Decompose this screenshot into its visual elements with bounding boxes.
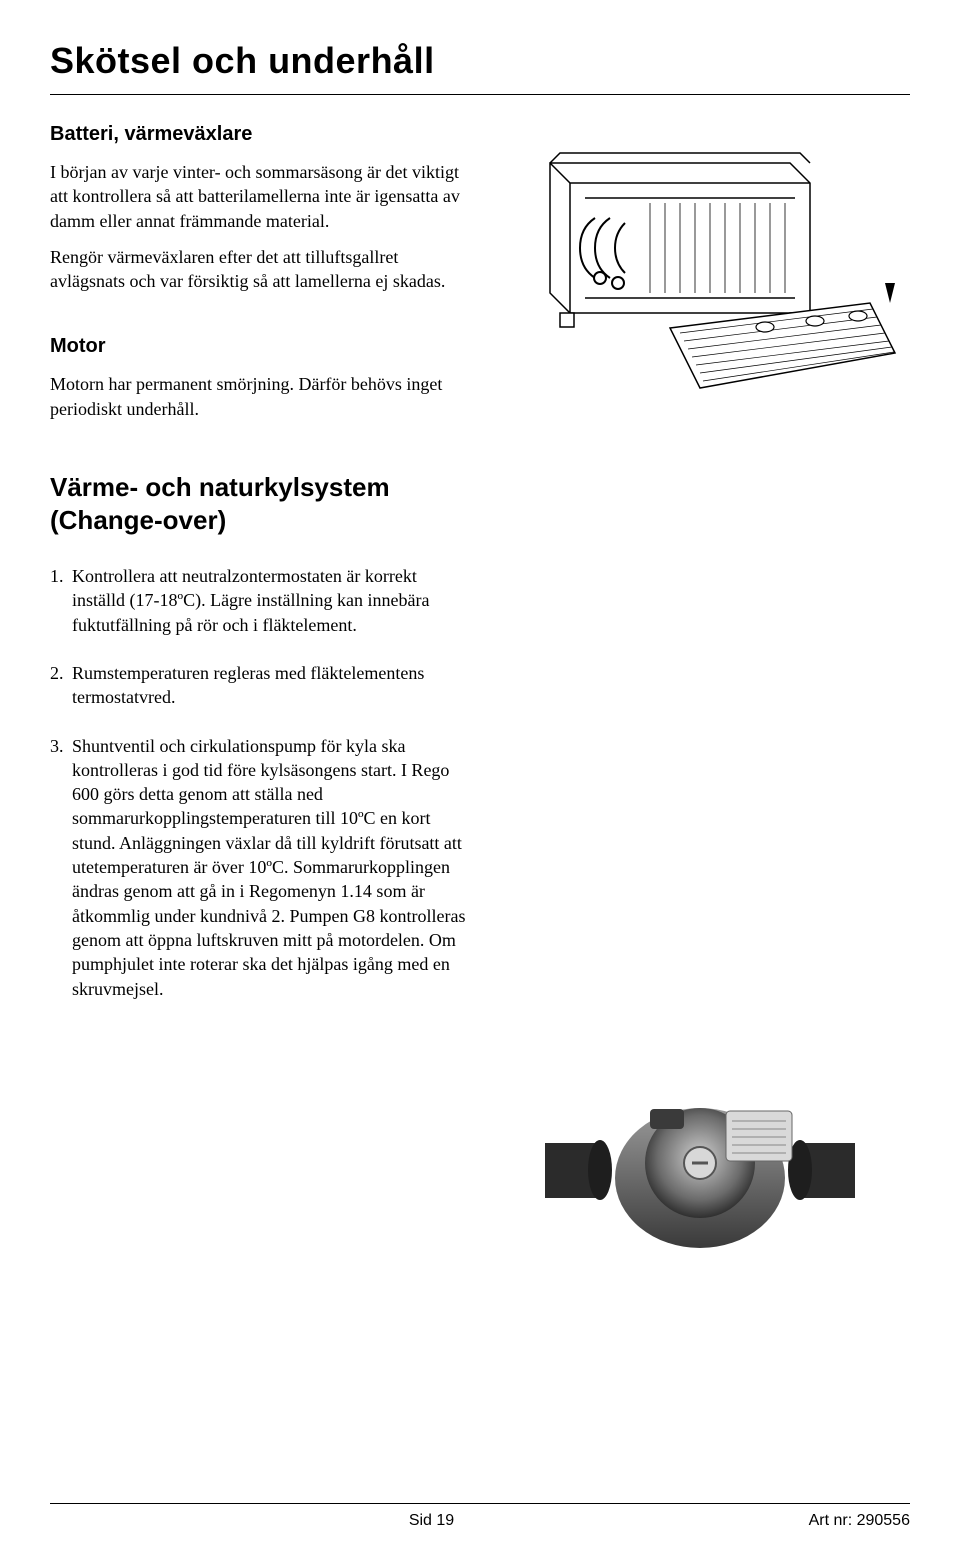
- list-item: Kontrollera att neutralzontermostaten är…: [50, 564, 470, 637]
- para-batteri-2: Rengör värmeväxlaren efter det att tillu…: [50, 245, 470, 294]
- para-batteri-1: I början av varje vinter- och sommarsäso…: [50, 160, 470, 233]
- numbered-list: Kontrollera att neutralzontermostaten är…: [50, 564, 470, 1001]
- list-item: Rumstemperaturen regleras med fläkteleme…: [50, 661, 470, 710]
- content-columns: Batteri, värmeväxlare I början av varje …: [50, 123, 910, 1025]
- footer-page: Sid 19: [409, 1512, 454, 1530]
- footer-artnr: Art nr: 290556: [809, 1512, 910, 1530]
- left-column: Batteri, värmeväxlare I början av varje …: [50, 123, 470, 1025]
- heading-motor: Motor: [50, 335, 470, 358]
- right-column: [500, 123, 910, 1025]
- footer: . Sid 19 Art nr: 290556: [50, 1503, 910, 1530]
- para-motor: Motorn har permanent smörjning. Därför b…: [50, 372, 470, 421]
- list-item: Shuntventil och cirkulationspump för kyl…: [50, 734, 470, 1001]
- page-title: Skötsel och underhåll: [50, 40, 910, 82]
- motor-section: Motor Motorn har permanent smörjning. Dä…: [50, 335, 470, 421]
- heading-changeover: Värme- och naturkylsystem (Change-over): [50, 471, 470, 536]
- pump-illustration: [540, 1063, 860, 1263]
- heat-exchanger-illustration: [500, 123, 900, 423]
- title-rule: [50, 94, 910, 95]
- footer-rule: [50, 1503, 910, 1504]
- heading-batteri: Batteri, värmeväxlare: [50, 123, 470, 146]
